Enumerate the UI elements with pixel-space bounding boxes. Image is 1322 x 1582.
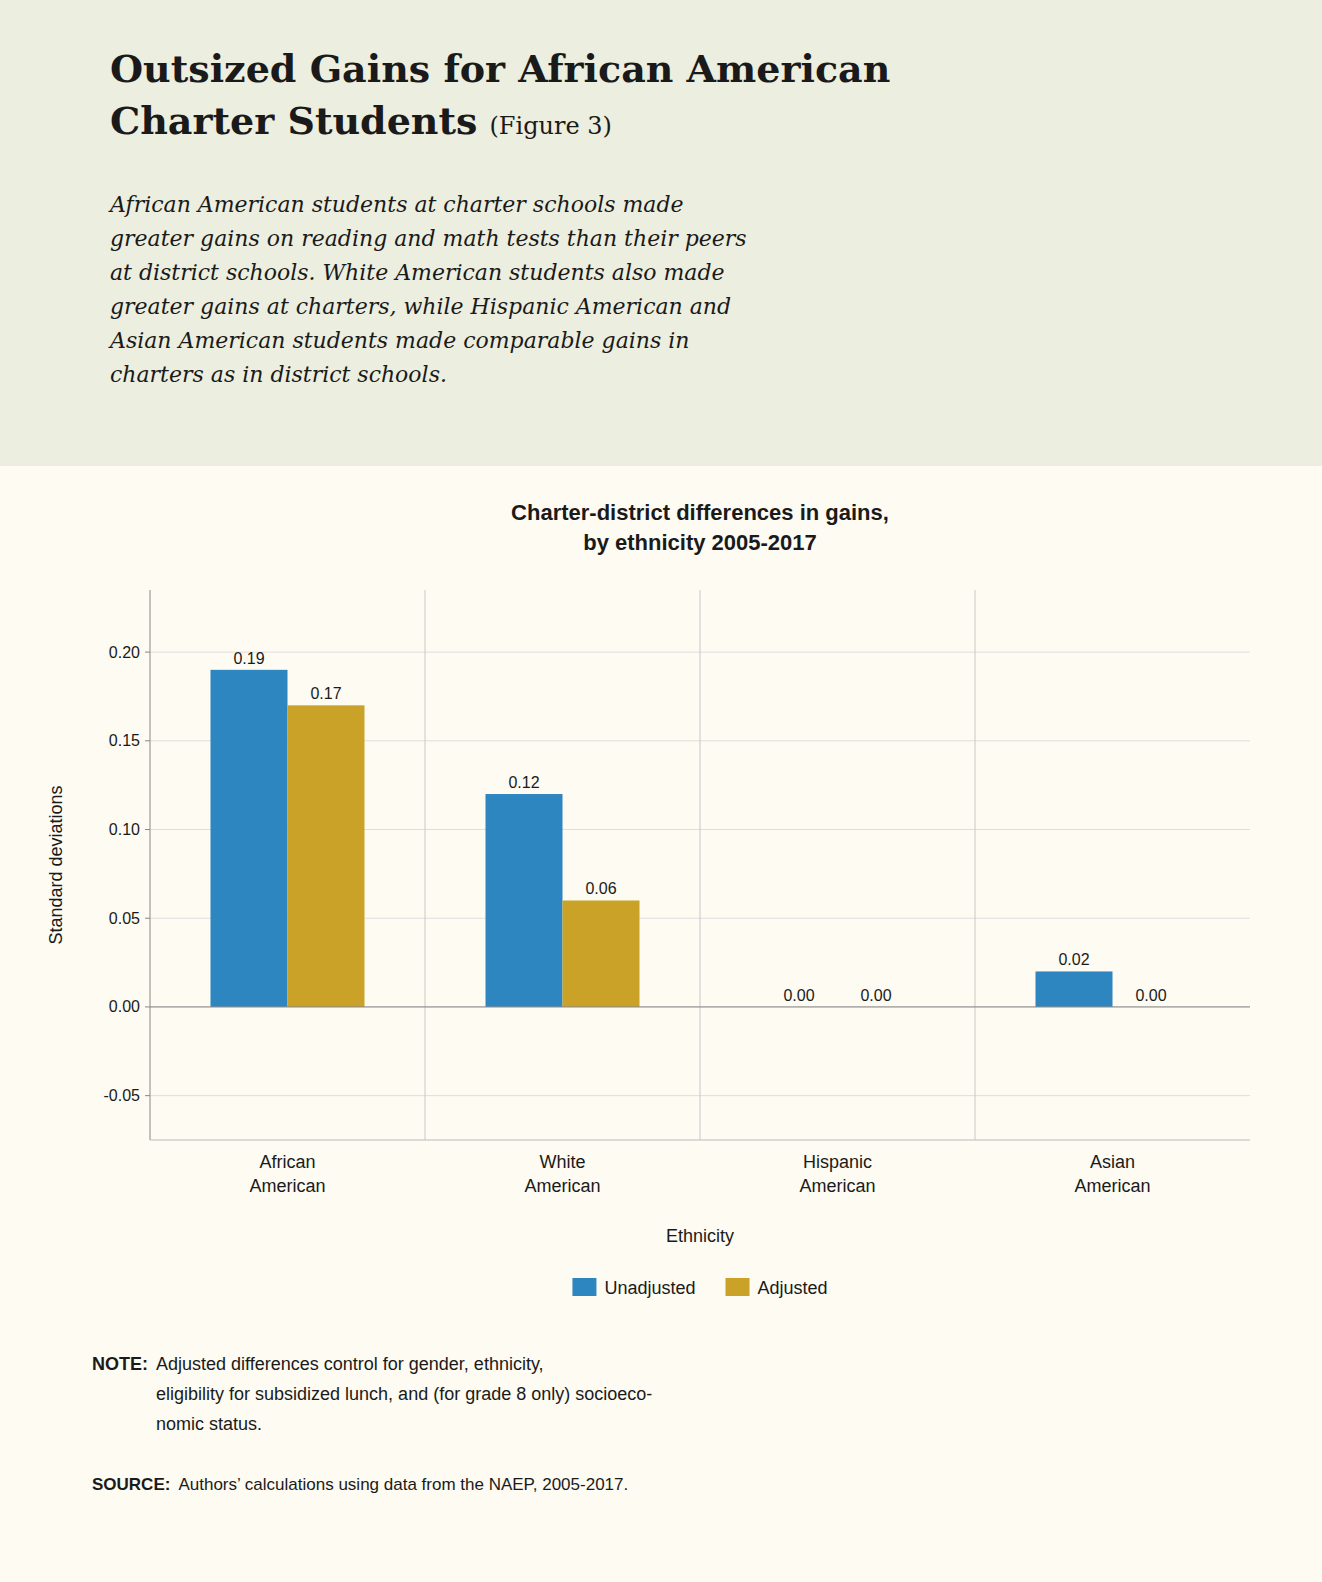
legend-label: Unadjusted	[604, 1278, 695, 1298]
legend-swatch	[726, 1278, 750, 1296]
text-line: greater gains at charters, while Hispani…	[110, 294, 731, 319]
zero-line	[150, 1006, 1250, 1007]
text-line: Asian	[1090, 1152, 1135, 1172]
y-tick	[145, 918, 150, 919]
x-tick-label: White American	[524, 1152, 600, 1196]
page: Outsized Gains for African American Chart…	[0, 0, 1322, 1582]
text-line: Outsized Gains for African American	[110, 46, 890, 91]
grid-line	[150, 1006, 1250, 1007]
source-text: Authors’ calculations using data from th…	[178, 1475, 628, 1494]
source-label: SOURCE:	[92, 1475, 170, 1494]
bars	[211, 670, 1113, 1007]
text-line: Hispanic	[803, 1152, 872, 1172]
data-label: 0.00	[1135, 987, 1166, 1004]
text-line: greater gains on reading and math tests …	[110, 226, 747, 251]
bar	[288, 705, 365, 1007]
bar	[486, 794, 563, 1007]
text-line: American	[249, 1176, 325, 1196]
y-tick-label: 0.10	[109, 821, 140, 838]
text-line: American	[524, 1176, 600, 1196]
text-line: American	[1074, 1176, 1150, 1196]
text-line: White	[539, 1152, 585, 1172]
bar	[563, 900, 640, 1006]
legend-swatch	[572, 1278, 596, 1296]
group-divider	[975, 590, 976, 1140]
y-tick	[145, 829, 150, 830]
y-tick-label: 0.15	[109, 732, 140, 749]
page-subtitle: African American students at charter sch…	[108, 192, 747, 387]
chart-title: Charter-district differences in gains, by…	[511, 500, 889, 555]
y-ticks: -0.05 0.00 0.05 0.10 0.15 0.20	[104, 644, 150, 1105]
text-line: Authors’ calculations using data from th…	[178, 1475, 628, 1494]
text-line: by ethnicity 2005-2017	[583, 530, 817, 555]
text-line: Charter Students	[110, 98, 477, 143]
data-label: 0.02	[1058, 951, 1089, 968]
text-line: charters as in district schools.	[110, 362, 447, 387]
y-tick-label: -0.05	[104, 1087, 141, 1104]
group-divider	[425, 590, 426, 1140]
x-tick-label: Asian American	[1074, 1152, 1150, 1196]
text-line: at district schools. White American stud…	[110, 260, 725, 285]
legend: Unadjusted Adjusted	[572, 1278, 827, 1298]
data-label: 0.12	[508, 774, 539, 791]
data-label: 0.00	[860, 987, 891, 1004]
text-line: eligibility for subsidized lunch, and (f…	[156, 1384, 652, 1404]
text-line: Asian American students made comparable …	[108, 328, 689, 353]
data-label: 0.06	[585, 880, 616, 897]
note-text: Adjusted differences control for gender,…	[156, 1354, 652, 1434]
x-axis-label: Ethnicity	[666, 1226, 734, 1246]
data-label: 0.00	[783, 987, 814, 1004]
plot-bottom-edge	[150, 1140, 1250, 1141]
x-tick-label: Hispanic American	[799, 1152, 875, 1196]
note-label: NOTE:	[92, 1354, 148, 1374]
y-tick-label: 0.00	[109, 998, 140, 1015]
legend-label: Adjusted	[758, 1278, 828, 1298]
text-line: African	[259, 1152, 315, 1172]
y-axis-label: Standard deviations	[46, 785, 66, 944]
text-line: Adjusted differences control for gender,…	[156, 1354, 544, 1374]
data-label: 0.17	[310, 685, 341, 702]
group-divider	[700, 590, 701, 1140]
bar	[1036, 971, 1113, 1006]
text-line: Charter-district differences in gains,	[511, 500, 889, 525]
text-line: African American students at charter sch…	[108, 192, 684, 217]
legend-item: Adjusted	[726, 1278, 828, 1298]
y-tick-label: 0.20	[109, 644, 140, 661]
title-suffix: (Figure 3)	[489, 112, 611, 140]
x-tick-label: African American	[249, 1152, 325, 1196]
y-tick	[145, 740, 150, 741]
y-tick	[145, 652, 150, 653]
y-tick	[145, 1095, 150, 1096]
page-title: Outsized Gains for African American Chart…	[110, 46, 890, 143]
data-labels: 0.19 0.12 0.00 0.02 0.17 0.06 0.00 0.00	[233, 650, 1166, 1004]
header-background	[0, 0, 1322, 466]
bar	[211, 670, 288, 1007]
y-tick	[145, 1006, 150, 1007]
y-axis-line	[150, 590, 151, 1140]
text-line: American	[799, 1176, 875, 1196]
y-tick-label: 0.05	[109, 910, 140, 927]
data-label: 0.19	[233, 650, 264, 667]
text-line: nomic status.	[156, 1414, 262, 1434]
legend-item: Unadjusted	[572, 1278, 695, 1298]
